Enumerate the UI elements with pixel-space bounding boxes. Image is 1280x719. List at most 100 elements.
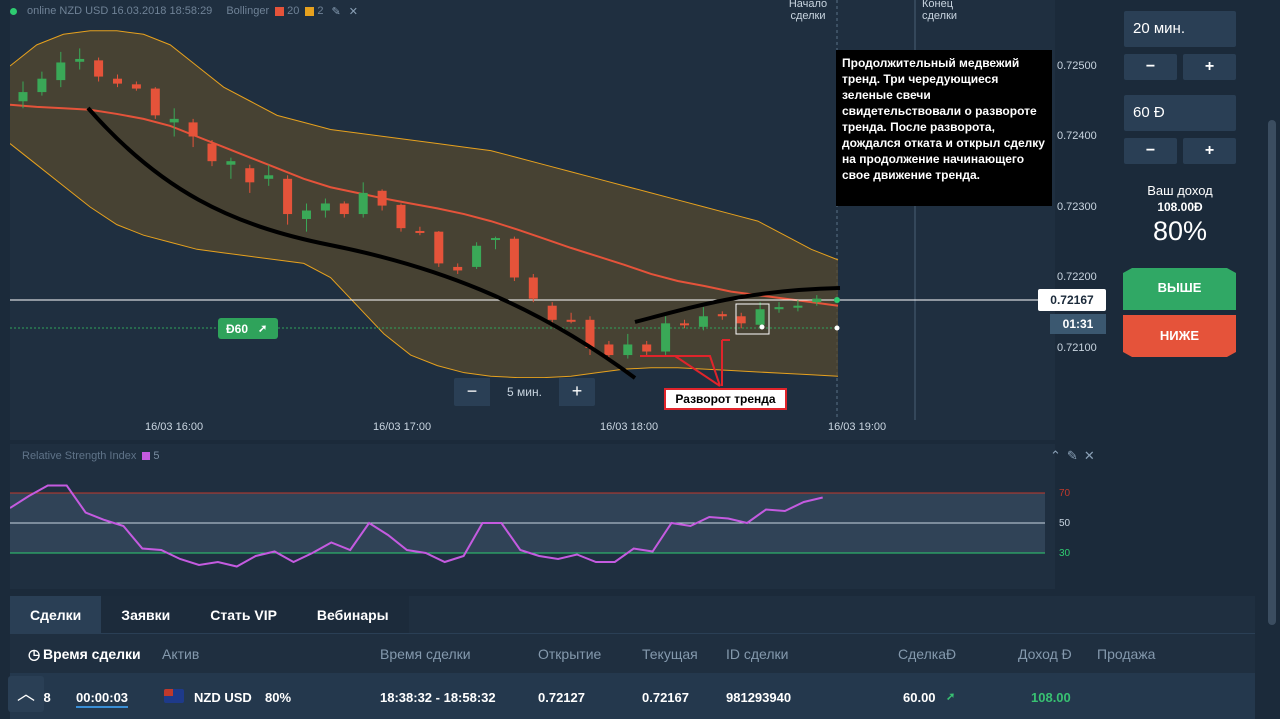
price-axis: 0.72500 0.72400 0.72300 0.72200 0.72100	[1055, 0, 1115, 440]
candle-body	[491, 238, 500, 241]
chevron-up-icon[interactable]: ︿	[8, 676, 44, 712]
rsi-level-30: 30	[1059, 548, 1071, 559]
candle-body	[75, 58, 85, 62]
nzd-flag-icon	[164, 689, 184, 703]
candle-body	[793, 305, 803, 308]
col-deal-time-left[interactable]: Время сделки	[43, 646, 141, 662]
current-point	[834, 297, 840, 303]
rsi-title: Relative Strength Index	[22, 450, 137, 462]
indicator-name: Bollinger	[226, 5, 270, 17]
candle-body	[264, 175, 274, 179]
candle-body	[169, 118, 179, 123]
candle-body	[717, 314, 727, 317]
candle-body	[509, 238, 519, 278]
chart-datetime: 16.03.2018 18:58:29	[111, 5, 213, 17]
candle-body	[283, 178, 293, 215]
indicator-period: 20	[287, 5, 300, 17]
candle-body	[37, 78, 47, 93]
candle-body	[528, 277, 538, 299]
arrow-up-right-icon: ➚	[258, 323, 268, 335]
candle-body	[415, 230, 425, 233]
amount-minus-button[interactable]: −	[1124, 138, 1177, 164]
row-id: 981293940	[726, 690, 792, 705]
open-trade-tag[interactable]: Đ60 ➚	[218, 318, 278, 339]
rsi-header: Relative Strength Index 5	[22, 450, 159, 462]
candle-body	[642, 344, 652, 352]
time-tick: 16/03 16:00	[145, 421, 204, 433]
rsi-tools: ⌃✎✕	[1050, 448, 1101, 464]
bollinger-middle-line	[10, 103, 839, 307]
reversal-curve	[634, 286, 841, 324]
tab-vip[interactable]: Стать VIP	[190, 596, 297, 633]
candle-body	[604, 344, 614, 356]
row-current: 0.72167	[642, 690, 689, 705]
candle-body	[358, 192, 368, 215]
duration-plus-button[interactable]: +	[1183, 54, 1236, 80]
current-price-badge: 0.72167	[1038, 289, 1106, 311]
chart-header: online NZD USD 16.03.2018 18:58:29 Bolli…	[10, 3, 358, 19]
duration-minus-button[interactable]: −	[1124, 54, 1177, 80]
deal-start-label: Начало сделки	[788, 0, 828, 22]
tabs-divider	[10, 633, 1255, 634]
candle-body	[320, 203, 330, 211]
arrow-up-right-icon: ➚	[946, 691, 956, 703]
bollinger-band-fill	[10, 30, 838, 378]
candle-body	[207, 143, 217, 162]
candle-body	[453, 266, 463, 271]
indicator-deviation: 2	[317, 5, 324, 17]
put-button[interactable]: НИЖЕ	[1123, 315, 1236, 357]
candle-body	[812, 298, 822, 303]
price-tick: 0.72100	[1057, 342, 1097, 354]
timeframe-plus-button[interactable]: +	[571, 381, 583, 401]
edit-icon[interactable]: ✎	[1066, 448, 1084, 463]
candle-body	[566, 319, 576, 322]
col-deal-id: ID сделки	[726, 646, 789, 662]
close-icon[interactable]: ✕	[1083, 448, 1101, 463]
remove-indicator-icon[interactable]: ✕	[348, 5, 358, 18]
expiry-timer: 01:31	[1050, 314, 1106, 334]
bollinger-lower-line	[10, 143, 839, 379]
candle-body	[94, 60, 104, 77]
rsi-chart	[9, 484, 1045, 568]
bollinger-upper-line	[10, 30, 839, 261]
call-button[interactable]: ВЫШЕ	[1123, 268, 1236, 310]
page-scrollbar[interactable]	[1268, 120, 1276, 625]
reversal-label: Разворот тренда	[664, 388, 787, 410]
rsi-color-chip	[142, 452, 151, 460]
candle-body	[434, 231, 444, 264]
tab-webinars[interactable]: Вебинары	[296, 596, 409, 633]
row-amount: 60.00	[903, 690, 936, 705]
amount-field[interactable]: 60 Đ	[1124, 95, 1236, 131]
candle-body	[585, 319, 595, 348]
price-chart[interactable]	[10, 0, 1055, 440]
rsi-series-line	[9, 484, 823, 568]
candle-body	[131, 84, 141, 89]
rsi-panel[interactable]: Relative Strength Index 5 ⌃✎✕	[9, 444, 1095, 589]
tab-orders[interactable]: Заявки	[101, 596, 191, 633]
row-remaining[interactable]: 00:00:03	[76, 690, 129, 708]
annotation-note: Продолжительный медвежий тренд. Три чере…	[836, 50, 1052, 206]
timeframe-minus-button[interactable]: −	[466, 381, 478, 401]
duration-field[interactable]: 20 мин.	[1124, 11, 1236, 47]
row-asset: NZD USD	[194, 690, 252, 705]
payout-percent: 80%	[1152, 216, 1208, 246]
rsi-level-70: 70	[1059, 488, 1071, 499]
candle-body	[18, 92, 28, 102]
col-open: Открытие	[538, 646, 602, 662]
income-value: 108.00Đ	[1157, 200, 1203, 214]
col-sell: Продажа	[1097, 646, 1156, 662]
row-percent: 80%	[265, 690, 292, 705]
edit-indicator-icon[interactable]: ✎	[331, 5, 341, 18]
table-row[interactable]	[10, 673, 1255, 719]
tab-deals[interactable]: Сделки	[10, 596, 102, 633]
candle-body	[377, 190, 387, 206]
trades-panel: Сделки Заявки Стать VIP Вебинары ◷ Время…	[10, 596, 1255, 719]
amount-plus-button[interactable]: +	[1183, 138, 1236, 164]
time-tick: 16/03 19:00	[828, 421, 887, 433]
candle-body	[56, 62, 66, 81]
trade-tag-amount: Đ60	[226, 321, 249, 336]
candle-body	[623, 344, 633, 356]
collapse-icon[interactable]: ⌃	[1050, 448, 1067, 463]
candle-body	[680, 323, 689, 326]
